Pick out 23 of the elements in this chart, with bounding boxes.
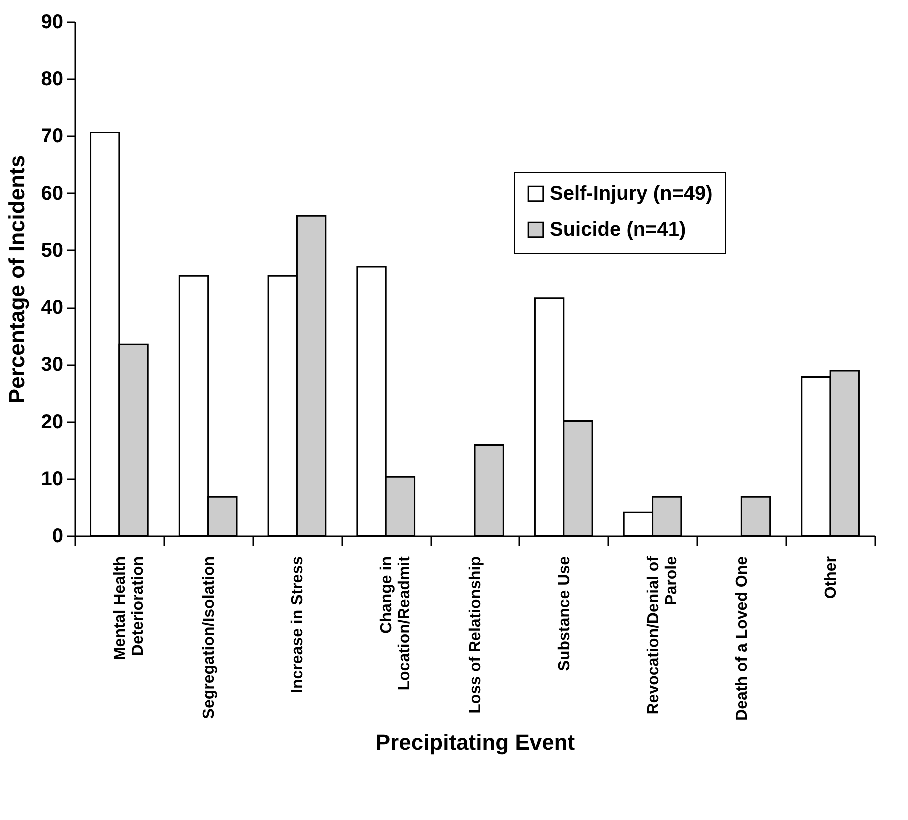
x-tick-label: Segregation/Isolation <box>200 556 218 720</box>
y-axis-title: Percentage of Incidents <box>4 155 30 404</box>
y-tick-label: 90 <box>41 12 64 34</box>
y-tick-label: 60 <box>41 182 64 205</box>
legend-label: Suicide (n=41) <box>550 219 686 241</box>
x-tick-label: Substance Use <box>556 556 574 672</box>
y-tick-label: 10 <box>41 468 64 490</box>
y-tick-label: 70 <box>41 126 64 148</box>
x-tick-label: Death of a Loved One <box>734 556 752 721</box>
y-tick-label: 30 <box>41 354 64 376</box>
y-tick-label: 20 <box>41 411 64 434</box>
y-tick-label: 40 <box>41 297 64 320</box>
x-axis-title: Precipitating Event <box>376 730 576 755</box>
legend-label: Self-Injury (n=49) <box>550 183 713 205</box>
x-tick-label: Change in Location/Readmit <box>378 556 414 691</box>
x-tick-label: Increase in Stress <box>290 556 307 694</box>
x-tick-label: Revocation/Denial of Parole <box>645 556 680 715</box>
y-tick-label: 50 <box>41 240 64 262</box>
x-tick-label: Mental Health Deterioration <box>112 556 147 661</box>
x-tick-label: Other <box>823 556 840 600</box>
y-tick-label: 0 <box>52 526 64 548</box>
x-tick-label: Loss of Relationship <box>468 556 484 714</box>
y-tick-label: 80 <box>41 68 64 91</box>
